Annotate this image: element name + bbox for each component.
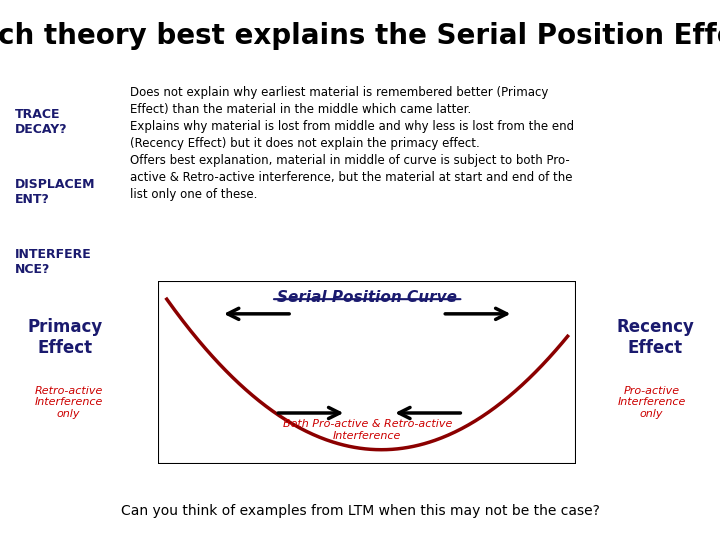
Text: INTERFERE
NCE?: INTERFERE NCE? (14, 248, 91, 276)
Text: TRACE
DECAY?: TRACE DECAY? (14, 108, 67, 136)
Text: Serial Position Curve: Serial Position Curve (277, 290, 457, 305)
Text: Pro-active
Interference
only: Pro-active Interference only (618, 386, 685, 419)
Text: Which theory best explains the Serial Position Effect?: Which theory best explains the Serial Po… (0, 22, 720, 50)
Text: Recency
Effect: Recency Effect (616, 318, 694, 357)
Text: DISPLACEM
ENT?: DISPLACEM ENT? (14, 178, 95, 206)
Text: Both Pro-active & Retro-active
Interference: Both Pro-active & Retro-active Interfere… (282, 419, 452, 441)
Text: Retro-active
Interference
only: Retro-active Interference only (35, 386, 102, 419)
FancyBboxPatch shape (158, 281, 576, 464)
Text: Primacy
Effect: Primacy Effect (27, 318, 102, 357)
Text: Does not explain why earliest material is remembered better (Primacy
Effect) tha: Does not explain why earliest material i… (130, 86, 574, 201)
Text: Can you think of examples from LTM when this may not be the case?: Can you think of examples from LTM when … (120, 504, 600, 518)
